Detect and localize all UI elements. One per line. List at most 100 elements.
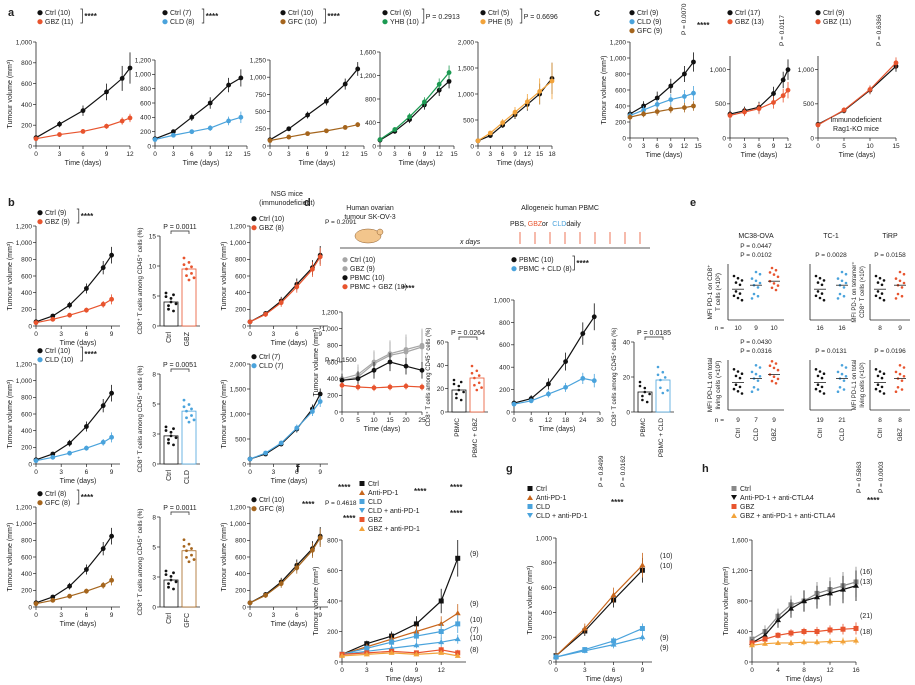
series-line <box>341 652 458 657</box>
y-axis-label: Tumour volume (mm³) <box>7 380 14 449</box>
x-tick-label: 6 <box>306 151 310 158</box>
data-point <box>371 385 377 391</box>
data-point <box>788 605 794 611</box>
series-line <box>555 569 643 657</box>
legend-marker <box>815 10 821 16</box>
data-point <box>310 266 315 272</box>
legend-marker <box>342 257 348 263</box>
data-point <box>455 396 458 400</box>
x-axis-label: Time (days) <box>646 152 683 159</box>
series-line <box>513 316 595 404</box>
data-point <box>668 83 674 89</box>
data-point <box>754 279 758 283</box>
data-point <box>419 344 425 350</box>
data-point <box>874 294 878 298</box>
y-tick-label: 0 <box>470 143 474 150</box>
legend-marker <box>251 363 257 369</box>
stat-label: P = 0.2913 <box>426 14 460 21</box>
series-line <box>341 346 423 381</box>
y-tick-label: 600 <box>235 273 246 280</box>
y-tick-label: 200 <box>615 119 626 126</box>
data-point <box>663 376 667 379</box>
data-point <box>342 81 348 87</box>
y-tick-label: 600 <box>21 81 32 88</box>
y-tick-label: 8 <box>152 371 156 378</box>
x-tick-label: 0 <box>476 151 480 158</box>
stat-label: P = 0.0051 <box>163 362 197 369</box>
data-point <box>355 384 361 390</box>
data-point <box>413 642 420 648</box>
data-point <box>100 582 106 588</box>
x-tick-label: 12 <box>681 143 689 150</box>
data-point <box>822 372 826 376</box>
data-point <box>100 301 106 307</box>
y-axis-label: Tumour volume (mm³) <box>221 242 228 311</box>
data-point <box>172 571 175 575</box>
data-point <box>770 286 774 290</box>
x-tick-label: 6 <box>390 667 394 674</box>
data-point <box>771 100 776 105</box>
x-tick-label: 12 <box>342 151 350 158</box>
stat-label: P = 0.0196 <box>874 348 906 355</box>
legend-marker <box>527 504 533 509</box>
y-tick-label: 800 <box>365 96 376 103</box>
data-point <box>844 281 848 285</box>
data-point <box>740 372 744 376</box>
data-point <box>278 581 284 587</box>
data-point <box>771 91 776 96</box>
category-label: Ctrl <box>817 427 824 438</box>
series-line <box>249 256 321 323</box>
series-line <box>341 558 459 655</box>
data-point <box>853 637 859 643</box>
legend-label: GBZ (11) <box>823 19 851 26</box>
stat-label: **** <box>81 212 94 221</box>
stat-bracket <box>170 511 190 515</box>
data-point <box>840 638 846 644</box>
y-axis-label: Tumour volume (mm³) <box>221 380 228 449</box>
legend-marker <box>731 486 737 491</box>
y-tick-label: 1,200 <box>322 309 339 316</box>
y-axis-label: Tumour volume (mm³) <box>7 523 14 592</box>
legend-label: Ctrl (10) <box>288 10 313 17</box>
n-value: 8 <box>898 417 902 424</box>
series-line <box>249 535 321 604</box>
stat-bracket <box>421 8 425 24</box>
y-axis-label: CD8⁺ T cells among CD45⁺ cells (%) <box>137 227 144 334</box>
data-point <box>207 100 213 106</box>
annotation: GBZ <box>528 221 543 228</box>
legend-label: GFC (8) <box>45 500 70 507</box>
data-point <box>189 129 195 135</box>
legend-marker <box>731 504 737 509</box>
data-point <box>187 278 191 282</box>
x-tick-label: 6 <box>529 417 533 424</box>
series-line <box>341 384 423 389</box>
data-point <box>654 102 660 107</box>
stat-bracket <box>80 346 83 362</box>
legend-label: GBZ <box>740 504 755 511</box>
data-point <box>190 272 193 275</box>
panel-letter: f <box>296 463 300 475</box>
data-point <box>182 256 186 260</box>
data-point <box>80 108 86 114</box>
category-label: Ctrl <box>166 613 173 624</box>
data-point <box>898 279 902 283</box>
stat-bracket <box>170 230 190 234</box>
stat-label: P = 0.0102 <box>740 252 772 259</box>
data-point <box>822 392 826 395</box>
data-point <box>756 286 760 289</box>
legend-marker <box>251 225 257 231</box>
y-tick-label: 1,200 <box>230 504 247 511</box>
x-axis-label: Time (days) <box>786 676 823 683</box>
legend-marker <box>731 513 737 518</box>
legend-label: CLD + anti-PD-1 <box>536 513 588 520</box>
end-label: (10) <box>660 553 672 560</box>
data-point <box>838 386 842 389</box>
data-point <box>355 66 361 72</box>
bar-drug <box>655 379 671 413</box>
legend-marker <box>162 19 168 25</box>
y-tick-label: 500 <box>255 109 266 116</box>
series-line <box>341 649 458 655</box>
y-tick-label: 200 <box>327 393 338 400</box>
panel-d: d Human ovarian tumour SK-OV-3 x days Alloge… <box>304 197 674 458</box>
data-point <box>772 366 776 370</box>
